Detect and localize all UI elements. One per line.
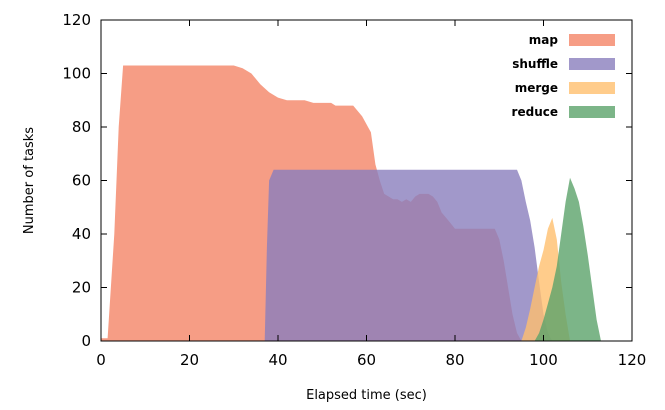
x-tick-label: 0 xyxy=(96,351,106,369)
y-tick-label: 20 xyxy=(72,279,91,297)
area-shuffle xyxy=(264,169,553,341)
legend-label-merge: merge xyxy=(515,81,558,95)
x-tick-label: 120 xyxy=(618,351,647,369)
axis-ticks: 0 20 40 60 80 100 120 0 20 40 60 80 100 120 xyxy=(62,11,646,369)
x-tick-label: 100 xyxy=(529,351,558,369)
legend-label-shuffle: shuffle xyxy=(512,57,558,71)
y-tick-label: 80 xyxy=(72,118,91,136)
y-tick-label: 100 xyxy=(62,65,91,83)
y-tick-label: 60 xyxy=(72,172,91,190)
y-tick-label: 40 xyxy=(72,225,91,243)
legend: map shuffle merge reduce xyxy=(512,33,615,119)
x-tick-label: 40 xyxy=(268,351,287,369)
x-axis-label: Elapsed time (sec) xyxy=(306,388,427,403)
legend-swatch-shuffle xyxy=(569,58,615,70)
legend-swatch-reduce xyxy=(569,106,615,118)
x-tick-label: 80 xyxy=(445,351,464,369)
legend-swatch-map xyxy=(569,34,615,46)
legend-label-reduce: reduce xyxy=(512,105,558,119)
y-tick-label: 120 xyxy=(62,11,91,29)
legend-label-map: map xyxy=(529,33,559,47)
y-tick-label: 0 xyxy=(81,332,91,350)
x-tick-label: 60 xyxy=(357,351,376,369)
legend-swatch-merge xyxy=(569,82,615,94)
area-reduce xyxy=(534,177,601,341)
plot-area xyxy=(101,65,601,341)
y-axis-label: Number of tasks xyxy=(22,127,37,234)
x-tick-label: 20 xyxy=(180,351,199,369)
